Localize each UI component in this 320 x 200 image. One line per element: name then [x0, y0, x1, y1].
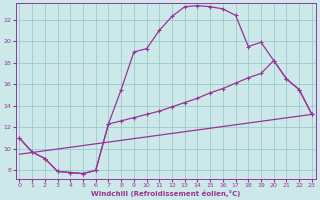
- X-axis label: Windchill (Refroidissement éolien,°C): Windchill (Refroidissement éolien,°C): [91, 190, 240, 197]
